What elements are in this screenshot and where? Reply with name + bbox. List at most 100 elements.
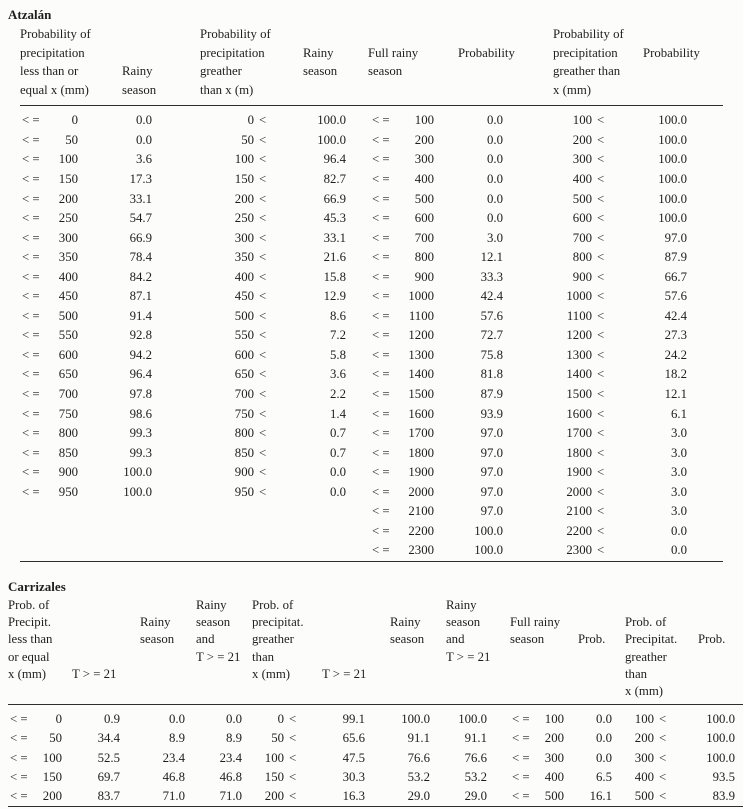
greater-symbol: <	[597, 426, 605, 441]
cell-rainy-gt: 53.2	[407, 769, 430, 784]
table-row: < = 850 99.3 850 <0.7 < = 1800 97.0 1800 <3.0	[20, 444, 723, 464]
less-equal-symbol: < =	[22, 308, 40, 323]
cell-full-le-x: < = 400	[368, 170, 458, 190]
cell-rainy-le: 94.2	[129, 347, 152, 362]
threshold-value: 300	[572, 152, 592, 167]
header-line: season	[303, 64, 338, 79]
less-equal-symbol: < =	[372, 523, 390, 538]
cell-full-gt-x: 500 <	[625, 786, 698, 808]
header-line: greather	[625, 649, 667, 664]
threshold-value: 100	[414, 113, 434, 128]
cell-full-prob-gt: 100.0	[658, 113, 687, 128]
cell-gt-x: 150 <	[252, 768, 322, 787]
cell-rainy-le: 91.4	[129, 308, 152, 323]
threshold-value: 200	[58, 191, 78, 206]
cell-full-prob-gt: 0.0	[671, 523, 687, 538]
cell-full-prob-le: 0.0	[596, 731, 612, 746]
cell-gt-x: 450 <	[200, 287, 303, 307]
less-equal-symbol: < =	[512, 731, 530, 746]
cell-full-prob-le: 33.3	[480, 269, 503, 284]
header-line: and	[446, 632, 465, 647]
table-row: < = 400 84.2 400 <15.8 < = 900 33.3 900 <66.7	[20, 268, 723, 288]
less-equal-symbol: < =	[22, 250, 40, 265]
greater-symbol: <	[597, 523, 605, 538]
cell-full-prob-le: 97.0	[480, 465, 503, 480]
header-line: Prob.	[698, 632, 726, 647]
threshold-value: 100	[634, 712, 654, 727]
cell-gt-x: 0 <	[200, 106, 303, 131]
cell-le-x: < = 750	[20, 405, 122, 425]
cell-rainy-le: 66.9	[129, 230, 152, 245]
cell-rainy-le: 0.0	[169, 712, 185, 727]
less-equal-symbol: < =	[372, 191, 390, 206]
cell-gt-x: 100 <	[252, 749, 322, 768]
header-rainy-t21-gt: Rainy season and T > = 21	[446, 597, 510, 705]
cell-full-prob-gt: 100.0	[658, 191, 687, 206]
cell-t21-le: 34.4	[97, 731, 120, 746]
cell-rainy-le: 100.0	[123, 484, 152, 499]
cell-full-prob-le: 0.0	[487, 132, 503, 147]
threshold-value: 100	[58, 152, 78, 167]
cell-rainy-t21-gt: 76.6	[464, 750, 487, 765]
greater-symbol: <	[659, 731, 667, 746]
threshold-value: 150	[264, 769, 284, 784]
header-t21-gt: T > = 21	[322, 597, 390, 705]
cell-t21-le: 69.7	[97, 769, 120, 784]
threshold-value: 600	[58, 347, 78, 362]
less-equal-symbol: < =	[22, 347, 40, 362]
greater-symbol: <	[289, 731, 297, 746]
cell-full-prob-gt: 66.7	[664, 269, 687, 284]
header-line: Rainy	[446, 597, 477, 612]
cell-full-le-x: < = 2000	[368, 483, 458, 503]
greater-symbol: <	[597, 113, 605, 128]
threshold-value: 500	[234, 308, 254, 323]
threshold-value: 200	[42, 788, 62, 803]
greater-symbol: <	[259, 289, 267, 304]
threshold-value: 900	[58, 465, 78, 480]
cell-rainy-gt: 8.6	[330, 308, 346, 323]
threshold-value: 700	[58, 387, 78, 402]
cell-gt-x: 300 <	[200, 229, 303, 249]
threshold-value: 750	[234, 406, 254, 421]
threshold-value: 1500	[408, 387, 434, 402]
cell-le-x: < = 150	[8, 768, 72, 787]
cell-le-x: < = 800	[20, 424, 122, 444]
cell-full-prob-gt: 100.0	[658, 132, 687, 147]
threshold-value: 1100	[408, 308, 434, 323]
threshold-value: 900	[414, 269, 434, 284]
threshold-value: 300	[414, 152, 434, 167]
cell-le-x: < = 200	[20, 190, 122, 210]
header-line: x (mm)	[625, 683, 664, 698]
cell-rainy-le: 46.8	[162, 769, 185, 784]
cell-le-x: < = 0	[20, 106, 122, 131]
greater-symbol: <	[597, 250, 605, 265]
threshold-value: 150	[42, 769, 62, 784]
header-line: precipitation	[200, 45, 265, 60]
threshold-value: 600	[572, 211, 592, 226]
cell-full-le-x: < = 800	[368, 248, 458, 268]
cell-full-gt-x: 400 <	[625, 768, 698, 787]
header-gt-x: Probability of precipitation greather than …	[200, 25, 303, 106]
threshold-value: 1300	[408, 347, 434, 362]
cell-le-x	[20, 541, 122, 562]
cell-rainy-gt: 96.4	[323, 152, 346, 167]
threshold-value: 350	[58, 250, 78, 265]
less-equal-symbol: < =	[22, 269, 40, 284]
threshold-value: 200	[234, 191, 254, 206]
greater-symbol: <	[259, 445, 267, 460]
table-row: < = 150 69.7 46.8 46.8 150 <30.3 53.2 53.2 < = 400…	[8, 768, 743, 787]
cell-full-gt-x: 800 <	[553, 248, 643, 268]
cell-full-prob-le: 93.9	[480, 406, 503, 421]
header-rainy-gt: Rainy season	[303, 25, 368, 106]
threshold-value: 750	[58, 406, 78, 421]
cell-gt-x	[200, 541, 303, 562]
table-row: < = 700 97.8 700 <2.2 < = 1500 87.9 1500 <12.1	[20, 385, 723, 405]
cell-le-x: < = 900	[20, 463, 122, 483]
cell-rainy-le: 99.3	[129, 445, 152, 460]
cell-full-prob-gt: 57.6	[664, 289, 687, 304]
cell-full-gt-x: 600 <	[553, 209, 643, 229]
cell-rainy-t21-gt: 91.1	[464, 731, 487, 746]
cell-full-le-x: < = 500	[510, 786, 578, 808]
cell-gt-x: 550 <	[200, 326, 303, 346]
cell-full-gt-x: 1900 <	[553, 463, 643, 483]
